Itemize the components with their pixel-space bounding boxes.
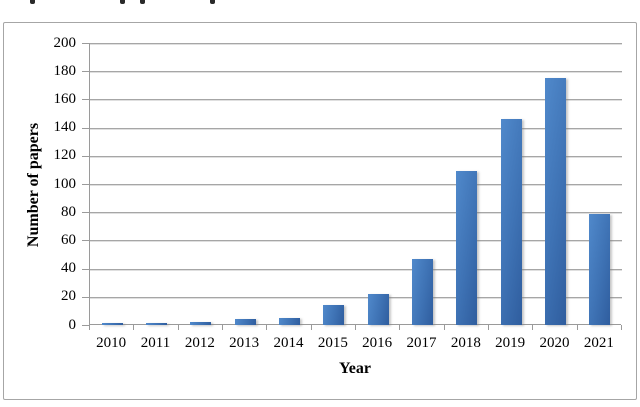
x-tick-label-2017: 2017 [406,335,437,351]
y-tick-label-80: 80 [61,203,76,220]
y-tick-label-40: 40 [61,260,76,277]
x-tick-10 [532,325,534,330]
x-tick-label-2013: 2013 [229,335,260,351]
bar-2020 [545,78,566,325]
x-tick-9 [488,325,489,330]
y-tick-label-120: 120 [53,147,77,164]
x-tick-label-2010: 2010 [96,335,127,351]
y-tick-label-0: 0 [68,316,77,333]
x-tick-1 [133,325,135,330]
y-tick-120 [82,155,89,157]
x-tick-5 [310,325,312,330]
gridline-20 [90,296,622,298]
x-tick-label-2020: 2020 [539,335,570,351]
y-tick-80 [82,212,89,214]
y-tick-label-160: 160 [53,90,77,107]
y-axis-title: Number of papers [25,122,42,248]
x-tick-11 [576,325,578,330]
cropped-text-fragment-1 [120,0,125,4]
plot-area [89,43,622,325]
chart-frame [3,22,637,400]
x-tick-12 [621,325,622,330]
x-tick-6 [355,325,356,330]
y-tick-label-100: 100 [53,175,77,192]
bar-2014 [279,317,300,325]
x-tick-3 [222,325,223,330]
y-tick-180 [82,71,89,73]
y-tick-label-60: 60 [61,231,76,248]
gridline-80 [90,212,622,214]
bar-2015 [323,305,345,325]
x-tick-4 [266,325,268,330]
cropped-text-fragment-0 [30,0,35,4]
gridline-180 [90,71,622,73]
gridline-140 [90,127,622,129]
gridline-200 [90,43,622,44]
y-tick-60 [82,240,89,242]
bar-2016 [367,293,389,325]
x-tick-label-2014: 2014 [273,335,304,351]
x-tick-label-2016: 2016 [362,335,393,351]
gridline-40 [90,268,622,270]
x-tick-label-2015: 2015 [317,335,348,351]
y-tick-160 [82,99,89,101]
x-tick-8 [443,325,445,330]
x-tick-label-2011: 2011 [140,335,171,351]
cropped-text-fragment-3 [210,0,215,4]
y-tick-label-140: 140 [53,119,77,136]
gridline-60 [90,240,622,242]
y-tick-140 [82,127,89,129]
x-tick-0 [89,325,90,330]
bar-2011 [146,323,167,325]
y-tick-200 [82,43,89,44]
cropped-text-fragment-2 [140,0,145,4]
y-tick-40 [82,268,89,270]
bar-2010 [101,323,123,325]
bar-2021 [589,213,611,325]
y-tick-label-200: 200 [53,34,77,51]
y-tick-100 [82,184,89,185]
gridline-100 [90,184,622,185]
bar-2012 [190,322,212,325]
y-tick-label-20: 20 [61,288,76,305]
x-tick-label-2018: 2018 [450,335,481,351]
x-tick-2 [177,325,179,330]
bar-2019 [500,119,522,325]
x-tick-label-2012: 2012 [184,335,215,351]
x-tick-label-2021: 2021 [583,335,614,351]
gridline-160 [90,99,622,101]
bar-2018 [456,171,478,325]
y-tick-20 [82,296,89,298]
x-tick-label-2019: 2019 [495,335,526,351]
y-tick-0 [82,325,89,326]
x-tick-7 [399,325,401,330]
gridline-120 [90,155,622,157]
x-axis-title: Year [339,360,371,377]
y-tick-label-180: 180 [53,62,77,79]
bar-2013 [234,319,256,325]
bar-2017 [412,258,433,325]
